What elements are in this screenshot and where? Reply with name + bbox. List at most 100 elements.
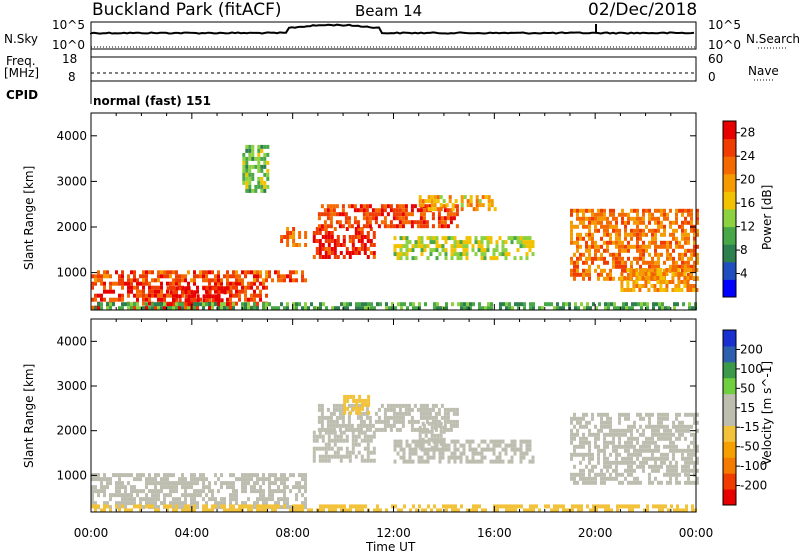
power-cell [579, 216, 582, 221]
power-cell [330, 231, 334, 235]
power-cell [199, 274, 202, 279]
power-cell [323, 220, 327, 225]
velocity-cell [362, 423, 366, 428]
power-cell [516, 236, 520, 241]
velocity-cell [489, 447, 493, 452]
power-cell [148, 297, 151, 302]
velocity-cell [274, 501, 277, 506]
power-cell [648, 244, 651, 249]
power-cell [277, 274, 280, 279]
power-cell [235, 278, 238, 283]
velocity-cell [247, 508, 250, 513]
velocity-ytick-label-2: 3000 [56, 379, 87, 393]
power-cell [475, 195, 479, 200]
power-cell [451, 302, 454, 307]
velocity-cell [184, 485, 187, 490]
power-cell [655, 302, 658, 307]
velocity-cell [127, 481, 130, 486]
power-cell [399, 248, 403, 253]
power-cell [690, 212, 693, 217]
velocity-cell [148, 497, 151, 502]
power-cell [588, 248, 591, 253]
power-cell [448, 199, 452, 204]
power-cell [675, 216, 678, 221]
power-cell [582, 268, 585, 273]
velocity-cell [106, 504, 109, 509]
power-cell [193, 306, 196, 311]
power-cell [657, 228, 660, 233]
power-cell [169, 270, 172, 275]
velocity-cell [389, 403, 393, 408]
power-cell [427, 207, 431, 212]
power-cell [181, 293, 184, 298]
power-cell [600, 220, 603, 225]
power-cell [645, 260, 648, 265]
power-cell [214, 294, 218, 299]
velocity-cell [437, 407, 441, 412]
velocity-cell [124, 493, 127, 498]
velocity-cell [268, 504, 271, 509]
velocity-cell [603, 424, 606, 429]
velocity-cell [675, 416, 678, 421]
velocity-cell [367, 398, 371, 403]
power-cell [680, 272, 684, 276]
power-cell [613, 306, 616, 311]
velocity-cell [133, 497, 136, 502]
power-cell [344, 216, 348, 221]
velocity-cell [118, 505, 121, 510]
power-cell [669, 208, 672, 213]
velocity-cell [579, 460, 582, 465]
power-cell [429, 240, 433, 245]
velocity-cell [383, 407, 387, 412]
velocity-cell [214, 501, 217, 506]
velocity-cell [247, 497, 250, 502]
power-cell [163, 305, 166, 310]
power-cell [573, 264, 576, 269]
velocity-cell [106, 501, 109, 506]
power-cell [385, 306, 388, 311]
power-cell [573, 260, 576, 265]
velocity-cell [265, 497, 268, 502]
velocity-cell [145, 485, 148, 490]
velocity-cell [268, 493, 271, 498]
velocity-cell [505, 508, 508, 513]
velocity-cell [351, 430, 355, 435]
velocity-cell [585, 440, 588, 445]
velocity-cell [579, 452, 582, 457]
velocity-cell [163, 501, 166, 506]
velocity-cell [511, 504, 514, 509]
velocity-cell [94, 477, 97, 482]
power-cell [658, 302, 661, 307]
power-cell [660, 208, 663, 213]
velocity-cell [430, 508, 433, 513]
velocity-cell [440, 403, 444, 408]
power-cell [340, 302, 343, 307]
velocity-cell [399, 447, 403, 452]
velocity-cell [618, 444, 621, 449]
velocity-cell [398, 403, 402, 408]
power-cell [498, 252, 502, 257]
power-cell [405, 240, 409, 245]
power-cell [669, 240, 672, 245]
power-cell [638, 284, 642, 288]
power-cell [266, 144, 270, 149]
power-cell [600, 216, 603, 221]
xtick-label-4: 16:00 [477, 526, 512, 540]
velocity-cell [408, 451, 412, 456]
power-cell [157, 297, 160, 302]
power-cell [636, 208, 639, 213]
velocity-cell [663, 452, 666, 457]
velocity-cell [423, 447, 427, 452]
velocity-cell [343, 410, 347, 415]
power-cell [121, 274, 124, 279]
power-cell [91, 285, 94, 290]
power-cell [324, 231, 328, 235]
power-cell [184, 302, 188, 307]
power-colorbar-tick-label-2: 12 [740, 220, 755, 234]
power-cell [517, 302, 520, 307]
power-cell [127, 285, 130, 290]
power-cell [265, 278, 268, 283]
velocity-cell [519, 455, 523, 460]
velocity-cell [402, 459, 406, 464]
power-cell [478, 203, 482, 208]
